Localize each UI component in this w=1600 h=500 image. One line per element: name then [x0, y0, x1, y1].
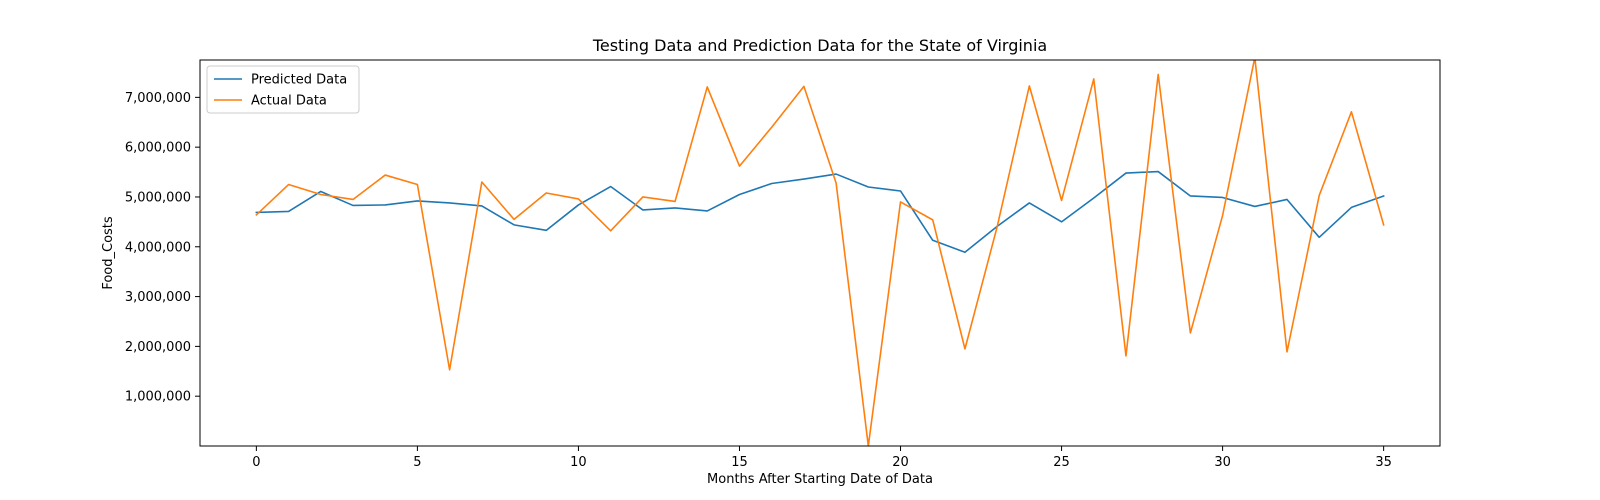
data-point-actual-data	[674, 200, 676, 202]
data-point-predicted-data	[545, 229, 547, 231]
data-point-actual-data	[287, 183, 289, 185]
data-point-actual-data	[932, 219, 934, 221]
data-point-predicted-data	[1189, 195, 1191, 197]
data-point-actual-data	[1189, 332, 1191, 334]
plot-area-frame	[199, 59, 1441, 447]
y-tick-label: 5,000,000	[125, 190, 191, 205]
data-point-actual-data	[545, 192, 547, 194]
legend-box	[206, 65, 360, 114]
data-point-actual-data	[1221, 214, 1223, 216]
data-point-actual-data	[1093, 78, 1095, 80]
data-point-predicted-data	[964, 251, 966, 253]
data-point-predicted-data	[738, 193, 740, 195]
y-axis-label: Food_Costs	[101, 216, 116, 290]
data-point-predicted-data	[320, 190, 322, 192]
data-point-actual-data	[706, 86, 708, 88]
data-point-predicted-data	[674, 207, 676, 209]
data-point-actual-data	[835, 182, 837, 184]
data-point-actual-data	[996, 226, 998, 228]
series-line-actual-data	[255, 60, 1385, 446]
data-point-predicted-data	[513, 224, 515, 226]
data-point-predicted-data	[1060, 221, 1062, 223]
data-point-predicted-data	[706, 210, 708, 212]
y-tick-label: 7,000,000	[125, 91, 191, 106]
x-axis-label: Months After Starting Date of Data	[707, 472, 933, 487]
y-tick-label: 6,000,000	[125, 141, 191, 156]
data-point-actual-data	[642, 196, 644, 198]
x-tick-label: 35	[1375, 455, 1392, 470]
data-point-actual-data	[448, 369, 450, 371]
data-point-actual-data	[352, 198, 354, 200]
x-tick-label: 5	[413, 455, 421, 470]
data-point-predicted-data	[1318, 236, 1320, 238]
data-point-predicted-data	[803, 178, 805, 180]
data-point-actual-data	[899, 201, 901, 203]
data-point-actual-data	[1125, 355, 1127, 357]
data-point-actual-data	[1028, 85, 1030, 87]
data-point-predicted-data	[1221, 196, 1223, 198]
data-point-predicted-data	[1157, 170, 1159, 172]
data-point-actual-data	[964, 348, 966, 350]
x-axis-ticks: 0 5 10 15 20 25 30 35	[252, 446, 1392, 470]
data-point-actual-data	[416, 183, 418, 185]
x-tick-label: 20	[892, 455, 909, 470]
chart-title: Testing Data and Prediction Data for the…	[592, 36, 1047, 55]
y-axis-ticks: 1,000,000 2,000,000 3,000,000 4,000,000 5,00…	[125, 91, 200, 405]
plot-area-background	[200, 60, 1440, 446]
data-point-actual-data	[770, 126, 772, 128]
data-point-actual-data	[609, 230, 611, 232]
data-point-actual-data	[1060, 199, 1062, 201]
data-point-predicted-data	[1350, 206, 1352, 208]
y-tick-label: 1,000,000	[125, 390, 191, 405]
y-tick-label: 3,000,000	[125, 290, 191, 305]
data-point-predicted-data	[899, 190, 901, 192]
data-point-predicted-data	[384, 204, 386, 206]
data-point-predicted-data	[577, 204, 579, 206]
data-point-predicted-data	[481, 205, 483, 207]
data-point-predicted-data	[642, 209, 644, 211]
data-point-actual-data	[1157, 73, 1159, 75]
data-point-actual-data	[481, 181, 483, 183]
data-point-predicted-data	[1286, 198, 1288, 200]
data-point-predicted-data	[1093, 197, 1095, 199]
data-point-actual-data	[255, 214, 257, 216]
data-point-predicted-data	[1125, 172, 1127, 174]
data-point-predicted-data	[1028, 202, 1030, 204]
data-point-actual-data	[1286, 351, 1288, 353]
data-point-predicted-data	[416, 200, 418, 202]
data-point-actual-data	[577, 198, 579, 200]
data-point-predicted-data	[932, 239, 934, 241]
data-point-actual-data	[513, 218, 515, 220]
data-point-actual-data	[1382, 224, 1384, 226]
data-point-actual-data	[320, 193, 322, 195]
legend-label-predicted-data: Predicted Data	[251, 73, 347, 88]
x-tick-label: 0	[252, 455, 260, 470]
data-point-actual-data	[803, 85, 805, 87]
x-tick-label: 30	[1214, 455, 1231, 470]
data-point-predicted-data	[287, 210, 289, 212]
data-point-predicted-data	[352, 204, 354, 206]
legend: Predicted Data Actual Data	[206, 65, 360, 114]
data-point-predicted-data	[1382, 195, 1384, 197]
series-line-predicted-data	[255, 170, 1385, 254]
data-point-predicted-data	[609, 185, 611, 187]
data-point-predicted-data	[1254, 205, 1256, 207]
data-point-predicted-data	[867, 186, 869, 188]
legend-label-actual-data: Actual Data	[251, 94, 327, 109]
data-point-actual-data	[1350, 111, 1352, 113]
data-point-actual-data	[1318, 194, 1320, 196]
x-tick-label: 25	[1053, 455, 1070, 470]
x-tick-label: 15	[731, 455, 748, 470]
data-point-predicted-data	[448, 202, 450, 204]
data-point-actual-data	[384, 174, 386, 176]
data-point-predicted-data	[770, 182, 772, 184]
y-tick-label: 4,000,000	[125, 240, 191, 255]
data-point-actual-data	[738, 165, 740, 167]
y-tick-label: 2,000,000	[125, 340, 191, 355]
series-layer	[255, 60, 1385, 446]
data-point-predicted-data	[835, 173, 837, 175]
x-tick-label: 10	[570, 455, 587, 470]
